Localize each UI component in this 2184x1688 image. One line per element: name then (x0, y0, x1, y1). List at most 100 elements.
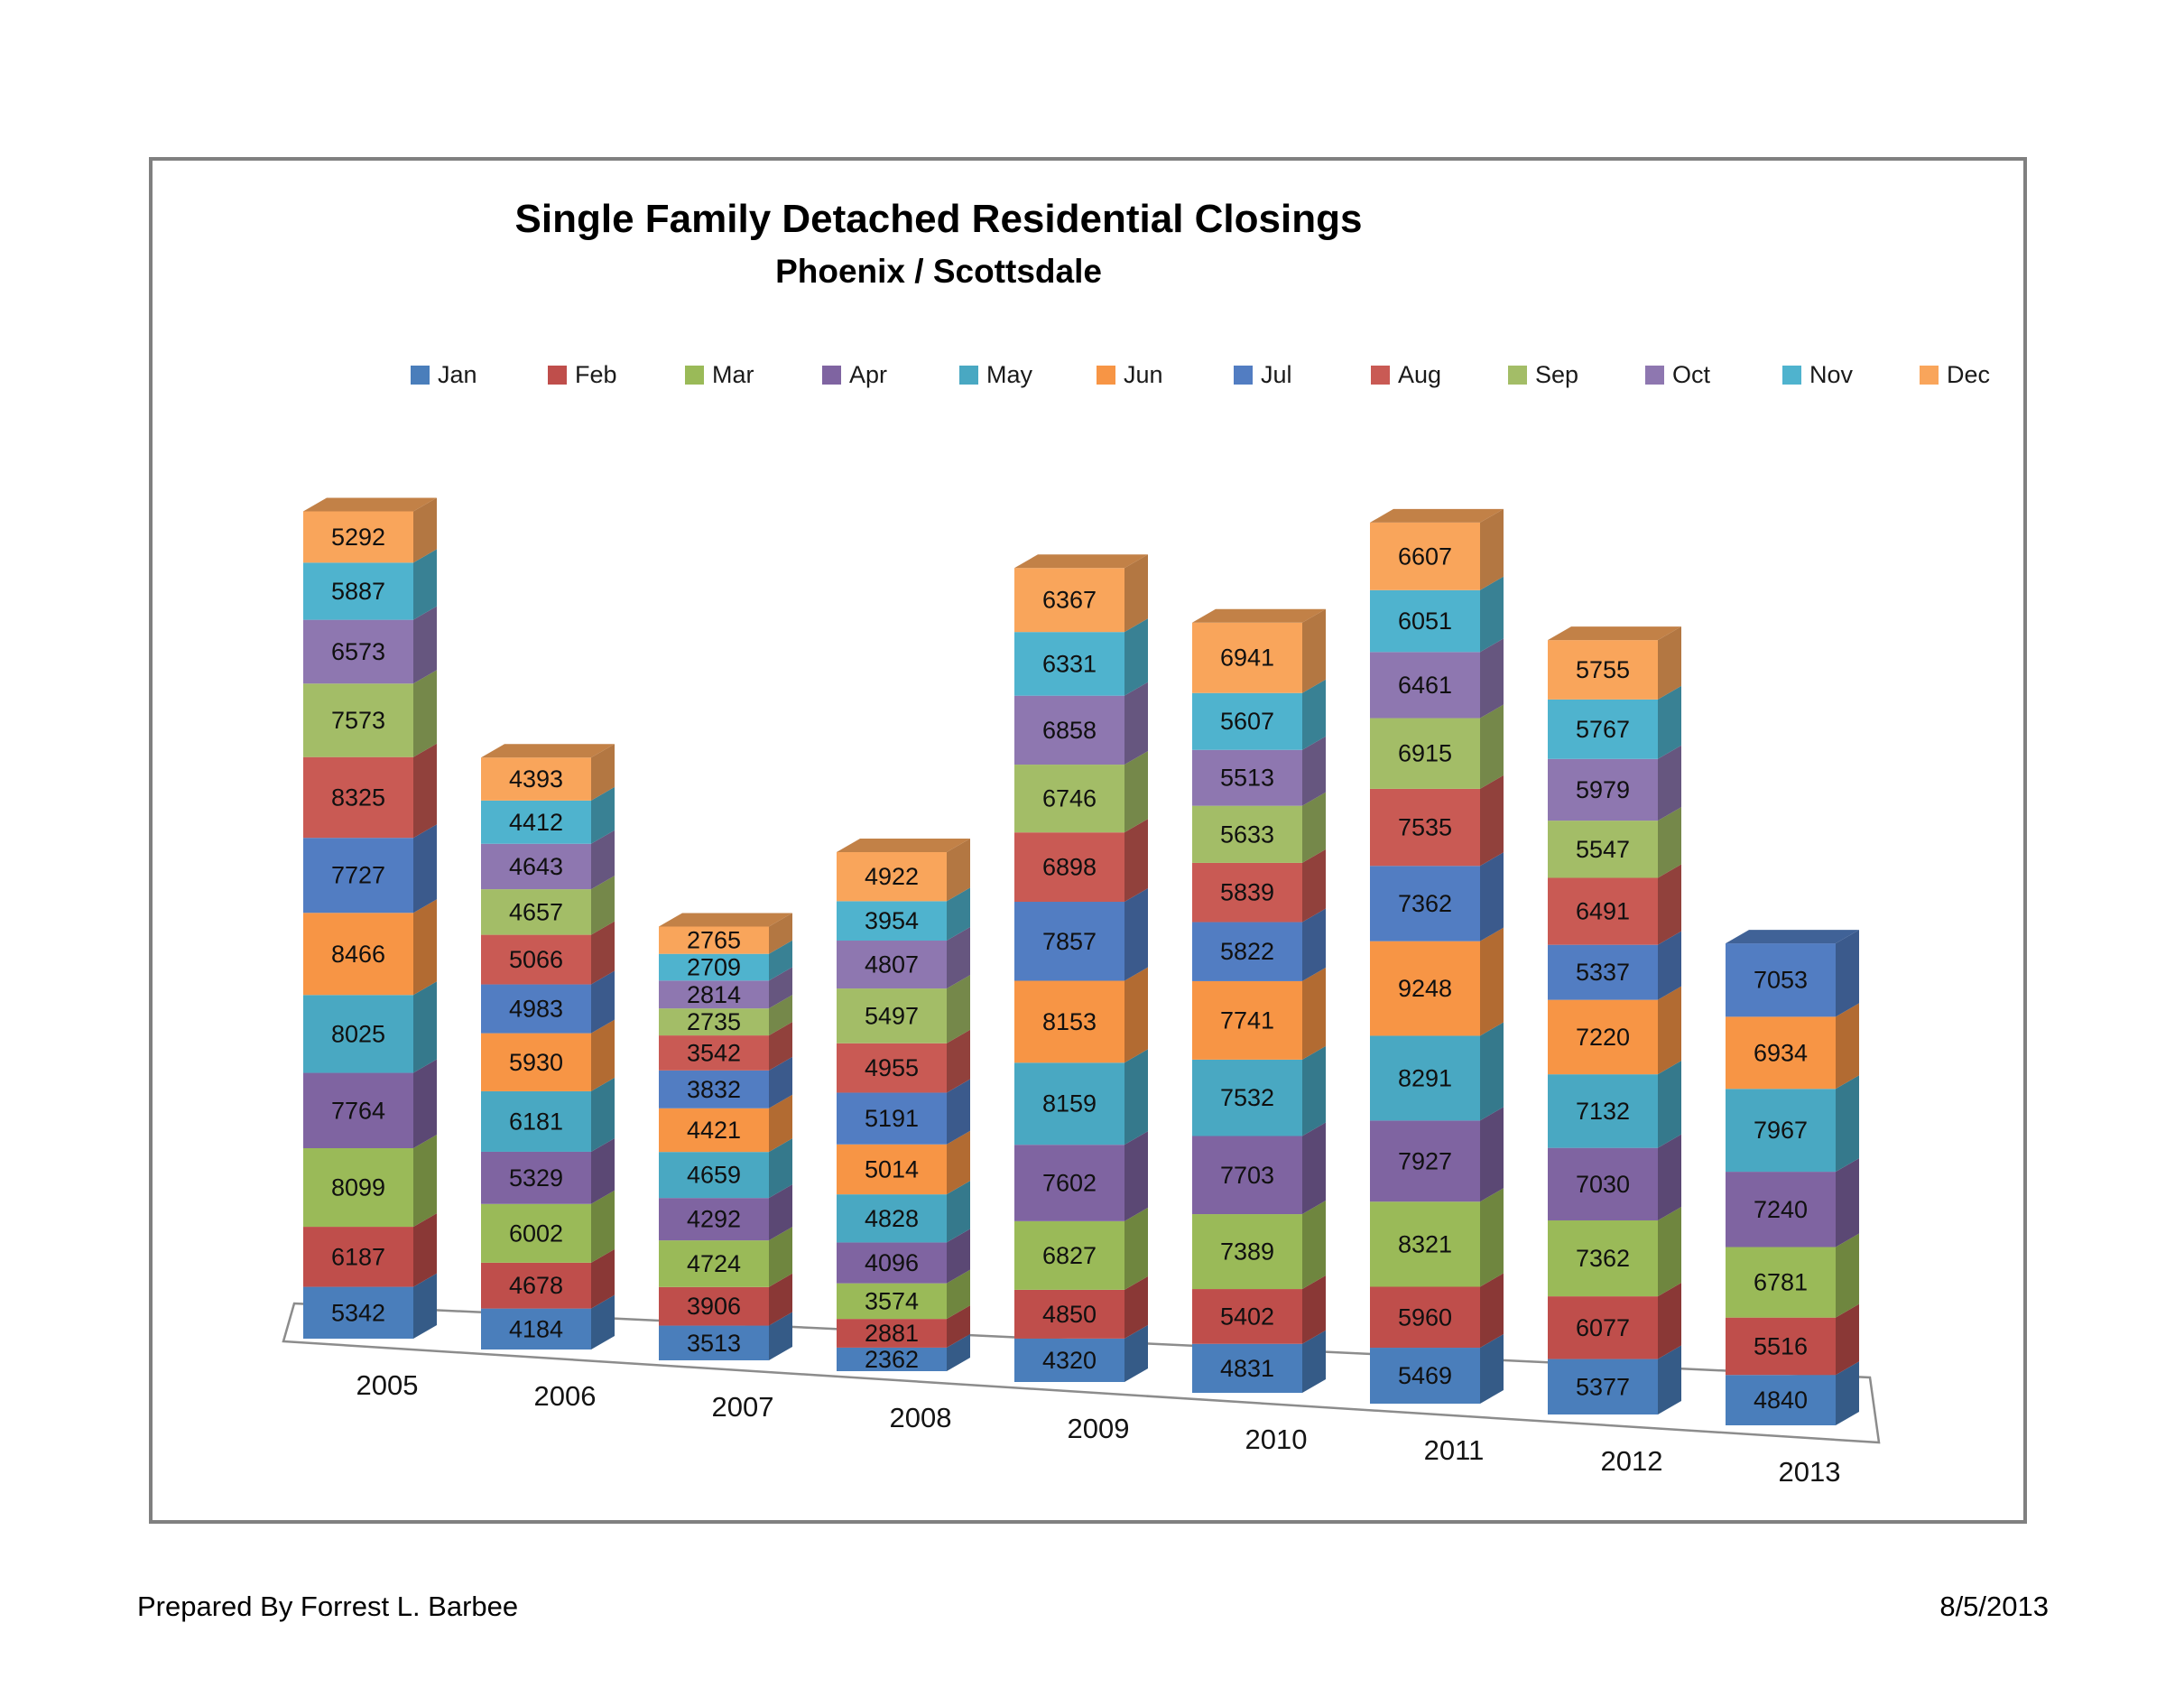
bar-segment-oct (1192, 749, 1302, 806)
bar-segment-aug (1370, 788, 1480, 867)
value-label-dec-2009: 6367 (1042, 587, 1097, 614)
bar-segment-apr (1726, 1172, 1836, 1247)
bar-segment-side-nov (1658, 685, 1681, 759)
bar-segment-sep (1548, 821, 1658, 878)
value-label-mar-2005: 8099 (331, 1174, 385, 1201)
bar-segment-feb (303, 1227, 413, 1287)
category-label-2011: 2011 (1424, 1434, 1485, 1466)
value-label-oct-2005: 6573 (331, 638, 385, 665)
bar-segment-side-sep (591, 876, 615, 935)
bar-segment-side-jul (947, 1079, 970, 1145)
bar-segment-jan (1370, 1348, 1480, 1404)
legend-label: Oct (1672, 361, 1711, 388)
value-label-may-2007: 4659 (687, 1162, 741, 1189)
bar-segment-side-oct (413, 606, 437, 684)
bar-segment-side-jan (1302, 1330, 1326, 1393)
bar-segment-side-may (1480, 1022, 1504, 1121)
bar-segment-feb (1014, 1289, 1124, 1339)
bar-segment-nov (481, 800, 591, 844)
bar-segment-jan (659, 1325, 769, 1360)
value-label-oct-2009: 6858 (1042, 717, 1097, 744)
bar-segment-side-aug (1124, 819, 1148, 903)
value-label-nov-2011: 6051 (1398, 607, 1452, 635)
value-label-aug-2011: 7535 (1398, 814, 1452, 841)
bar-segment-apr (481, 1151, 591, 1204)
bar-segment-jun (1192, 980, 1302, 1060)
bar-segment-side-mar (769, 1227, 792, 1287)
legend-swatch-aug (1371, 366, 1390, 385)
bar-segment-side-mar (1480, 1188, 1504, 1287)
value-label-mar-2013: 6781 (1754, 1269, 1808, 1296)
legend-label: Jun (1124, 361, 1163, 388)
value-label-mar-2006: 6002 (509, 1220, 563, 1247)
value-label-oct-2008: 4807 (865, 951, 919, 978)
bar-segment-side-jun (1480, 927, 1504, 1036)
bar-cap-2005 (303, 497, 437, 512)
bar-segment-side-jun (1124, 967, 1148, 1063)
value-label-aug-2005: 8325 (331, 784, 385, 811)
bar-cap-2010 (1192, 608, 1326, 623)
bar-segment-sep (659, 1008, 769, 1036)
bar-segment-side-jun (413, 899, 437, 996)
bar-segment-mar (303, 1147, 413, 1228)
bar-segment-jul (1192, 922, 1302, 981)
bar-segment-side-jul (413, 824, 437, 914)
value-label-may-2008: 4828 (865, 1205, 919, 1232)
legend-swatch-jan (411, 366, 430, 385)
bar-2010: 4831 5402 7389 7703 7532 7741 5822 5839 5633 5513… (1192, 608, 1326, 1393)
bar-segment-side-may (947, 1181, 970, 1243)
value-label-jul-2009: 7857 (1042, 928, 1097, 955)
value-label-mar-2010: 7389 (1220, 1238, 1274, 1266)
value-label-oct-2006: 4643 (509, 853, 563, 880)
value-label-sep-2011: 6915 (1398, 740, 1452, 767)
legend-label: Jan (438, 361, 477, 388)
value-label-sep-2008: 5497 (865, 1002, 919, 1029)
bar-segment-side-oct (947, 927, 970, 989)
bar-2009: 4320 4850 6827 7602 8159 8153 7857 6898 6746 6858… (1014, 554, 1148, 1382)
bar-segment-side-aug (1302, 849, 1326, 923)
value-label-jan-2007: 3513 (687, 1330, 741, 1357)
bar-segment-side-sep (1302, 792, 1326, 863)
bar-segment-side-feb (1480, 1273, 1504, 1349)
category-label-2007: 2007 (712, 1391, 774, 1423)
value-label-oct-2011: 6461 (1398, 672, 1452, 699)
value-label-jul-2011: 7362 (1398, 890, 1452, 917)
value-label-dec-2011: 6607 (1398, 543, 1452, 570)
legend-swatch-may (959, 366, 978, 385)
value-label-jan-2010: 4831 (1220, 1355, 1274, 1382)
bar-segment-side-apr (413, 1059, 437, 1148)
bar-2006: 4184 4678 6002 5329 6181 5930 4983 5066 4657 4643… (481, 744, 615, 1349)
value-label-sep-2005: 7573 (331, 707, 385, 734)
bar-segment-side-aug (769, 1022, 792, 1071)
value-label-jun-2005: 8466 (331, 941, 385, 968)
preparer-credit: Prepared By Forrest L. Barbee (137, 1591, 519, 1622)
bar-segment-side-feb (1658, 1283, 1681, 1359)
category-label-2013: 2013 (1779, 1456, 1841, 1488)
bar-segment-side-feb (1836, 1303, 1859, 1376)
legend-item-jul: Jul (1234, 361, 1371, 389)
bar-segment-side-jan (1658, 1345, 1681, 1414)
bar-segment-feb (1726, 1317, 1836, 1376)
value-label-dec-2008: 4922 (865, 863, 919, 890)
bar-2011: 5469 5960 8321 7927 8291 9248 7362 7535 6915 6461… (1370, 508, 1504, 1404)
bar-segment-nov (659, 953, 769, 981)
bar-segment-jul (303, 838, 413, 914)
bar-segment-jul (1726, 943, 1836, 1017)
bar-segment-apr (1548, 1147, 1658, 1220)
legend-swatch-jul (1234, 366, 1253, 385)
value-label-jul-2010: 5822 (1220, 938, 1274, 965)
bar-segment-oct (1014, 695, 1124, 765)
bar-segment-side-sep (947, 975, 970, 1043)
bar-segment-side-apr (1658, 1134, 1681, 1220)
category-label-2012: 2012 (1601, 1445, 1663, 1477)
bar-cap-2009 (1014, 554, 1148, 569)
bar-segment-jun (837, 1144, 947, 1195)
value-label-mar-2007: 4724 (687, 1250, 741, 1277)
report-date: 8/5/2013 (1939, 1591, 2049, 1622)
bar-segment-sep (1370, 718, 1480, 789)
value-label-may-2013: 7967 (1754, 1117, 1808, 1144)
bar-cap-2008 (837, 839, 970, 853)
bar-cap-2013 (1726, 930, 1859, 944)
